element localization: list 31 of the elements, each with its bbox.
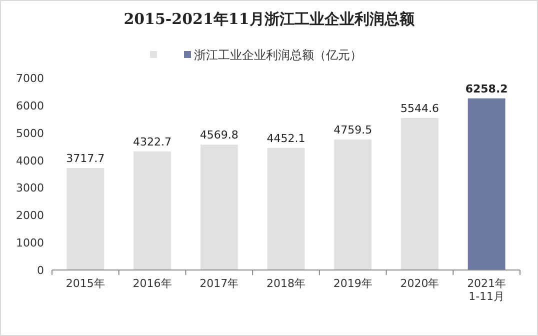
bar: [334, 139, 372, 270]
bar: [66, 168, 104, 270]
chart-title: 2015-2021年11月浙江工业企业利润总额: [124, 10, 416, 28]
data-label: 4322.7: [133, 135, 172, 148]
y-tick-label: 2000: [16, 209, 44, 222]
y-tick-label: 7000: [16, 72, 44, 85]
data-label: 6258.2: [465, 82, 508, 96]
y-tick-label: 5000: [16, 126, 44, 140]
legend-label: 浙江工业企业利润总额（亿元）: [194, 48, 362, 62]
x-tick-label: 2016年: [132, 277, 172, 290]
y-tick-label: 6000: [16, 99, 44, 112]
y-tick-label: 4000: [16, 154, 44, 168]
data-label: 3717.7: [66, 152, 105, 166]
bar: [267, 148, 305, 270]
x-tick-label: 2018年: [266, 277, 306, 290]
y-tick-label: 1000: [16, 236, 44, 250]
y-tick-label: 0: [37, 264, 44, 277]
bar: [200, 144, 238, 270]
bar: [468, 98, 506, 270]
data-label: 4452.1: [266, 132, 306, 145]
x-tick-label: 2017年: [200, 277, 239, 290]
data-label: 5544.6: [400, 102, 439, 115]
x-tick-label: 2015年: [66, 277, 105, 290]
x-tick-label: 2020年: [400, 277, 440, 290]
data-label: 4569.8: [200, 128, 238, 142]
bar: [400, 118, 438, 270]
x-tick-label: 2021年 1-11月: [467, 277, 506, 303]
data-label: 4759.5: [334, 123, 372, 136]
y-tick-label: 3000: [16, 182, 44, 195]
x-tick-label: 2019年: [333, 277, 372, 290]
bar: [134, 151, 172, 270]
